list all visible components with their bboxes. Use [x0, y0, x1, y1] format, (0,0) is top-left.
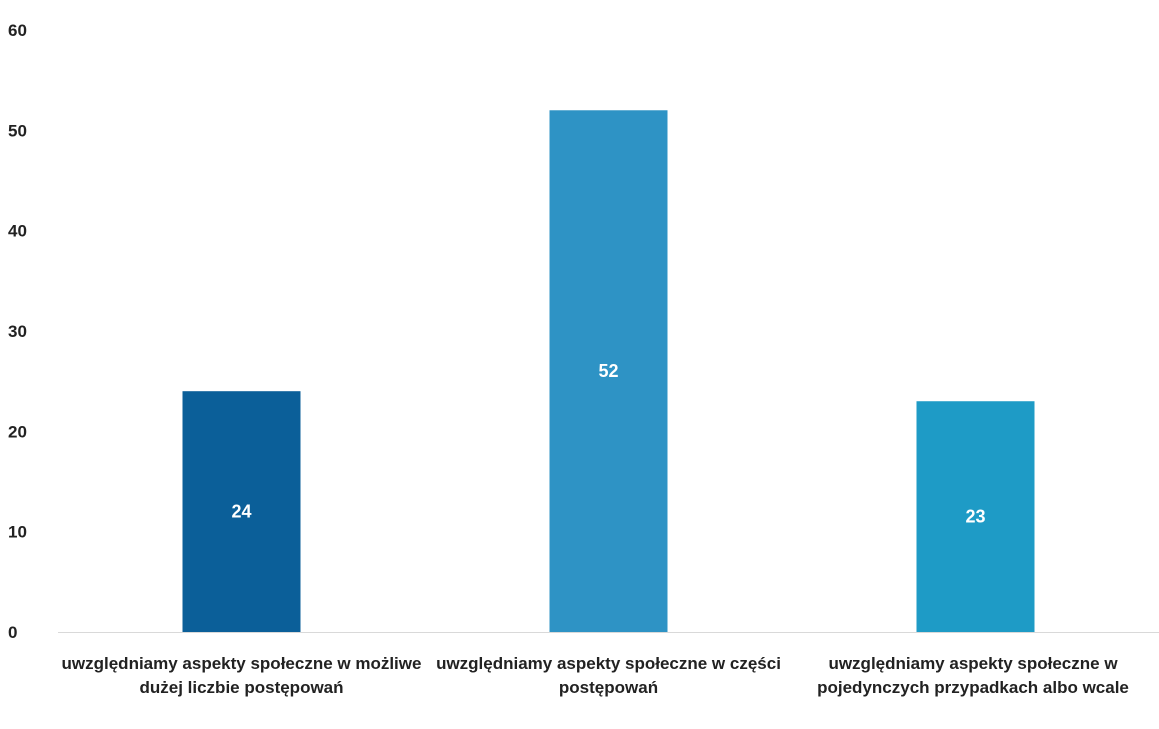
y-tick-label: 50: [8, 121, 27, 140]
y-tick-label: 10: [8, 523, 27, 542]
y-tick-label: 0: [8, 623, 17, 642]
y-tick-label: 60: [8, 21, 27, 40]
bar: [916, 401, 1035, 632]
y-tick-label: 40: [8, 222, 27, 241]
bar: [549, 110, 668, 633]
y-tick-label: 30: [8, 322, 27, 341]
bar-value-label: 52: [598, 361, 618, 381]
bar-value-label: 24: [231, 502, 251, 522]
y-axis-ticks: 0 10 20 30 40 50 60: [8, 21, 27, 642]
y-tick-label: 20: [8, 422, 27, 441]
x-category-label: uwzględniamy aspekty społeczne w części …: [436, 654, 781, 697]
x-category-label: uwzględniamy aspekty społeczne w możliwe…: [61, 654, 422, 697]
data-labels: 24 52 23: [231, 361, 985, 526]
bar: [182, 391, 301, 632]
bars: [182, 110, 1035, 633]
x-category-label: uwzględniamy aspekty społeczne w pojedyn…: [817, 654, 1129, 697]
bar-value-label: 23: [965, 507, 985, 527]
